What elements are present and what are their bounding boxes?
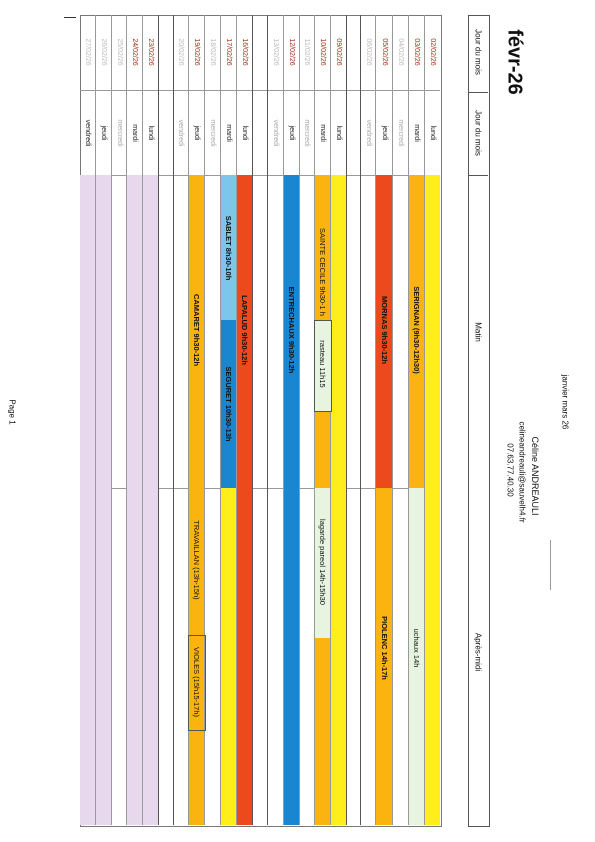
bar-week3-yellow: [220, 488, 236, 825]
event-sainte-cecile: SAINTE CECILE 9h30-1 h: [318, 228, 327, 316]
row-weekday: mardi: [413, 124, 420, 142]
violes-cell: [188, 635, 206, 731]
row-date: 17/02/26: [225, 38, 232, 66]
row-date: 25/02/26: [116, 38, 123, 66]
scan-mark: [550, 540, 551, 590]
row-date: 19/02/26: [193, 38, 200, 66]
row-weekday: jeudi: [381, 125, 388, 141]
row-weekday: lundi: [147, 125, 154, 141]
row-date: 16/02/26: [241, 38, 248, 66]
row-date: 10/02/26: [319, 38, 326, 66]
bar-piolenc: [375, 488, 392, 825]
bar-seguret: [220, 320, 236, 488]
column-afternoon-header: Après-midi: [473, 632, 483, 672]
event-rasteau: rasteau 11h15: [318, 340, 327, 388]
period-label: janvier mars 26: [560, 374, 570, 430]
bar-lapalud: [236, 175, 252, 825]
bar-sablet: [220, 175, 236, 320]
bar-uchaux: [408, 488, 424, 825]
row-weekday: vendredi: [365, 119, 372, 147]
bar-entrechaux: [283, 175, 299, 825]
row-date: 20/02/26: [177, 38, 184, 66]
row-weekday: mardi: [131, 124, 138, 142]
bar-week1-yellow: [424, 175, 440, 825]
row-weekday: lundi: [429, 125, 436, 141]
event-lagarde: lagarde pareol 14h-15h30: [318, 519, 327, 605]
row-date: 11/02/26: [303, 38, 310, 66]
event-piolenc: PIOLENC 14h-17h: [380, 616, 389, 680]
row-date: 18/02/26: [209, 38, 216, 66]
column-date-header: Jour du mois: [473, 29, 483, 75]
row-weekday: mercredi: [397, 119, 404, 147]
row-date: 05/02/26: [381, 38, 388, 66]
contact-phone: 07.63.77.40.30: [505, 443, 515, 497]
row-date: 27/02/26: [84, 38, 91, 66]
row-date: 12/02/26: [288, 38, 295, 66]
row-date: 26/02/26: [100, 38, 107, 66]
row-weekday: lundi: [241, 125, 248, 141]
month-title: févr-26: [503, 29, 526, 95]
row-weekday: vendredi: [272, 119, 279, 147]
event-sablet: SABLET 8h30-10h: [224, 215, 233, 281]
row-weekday: mercredi: [303, 119, 310, 147]
bar-week4-lilac-2: [126, 175, 142, 825]
event-camaret: CAMARET 9h30-12h: [192, 293, 201, 367]
page-number: Page 1: [7, 399, 17, 425]
rasteau-cell: [314, 320, 332, 412]
row-weekday: mardi: [319, 124, 326, 142]
row-weekday: mercredi: [116, 119, 123, 147]
row-weekday: vendredi: [84, 119, 91, 147]
bar-lagarde: [314, 488, 330, 638]
row-weekday: vendredi: [177, 119, 184, 147]
row-weekday: jeudi: [288, 125, 295, 141]
event-uchaux: uchaux 14h: [412, 628, 421, 668]
event-travaillan: TRAVAILLAN (13h-15h): [192, 520, 201, 600]
event-serignan: SERIGNAN (9h30-12h30): [412, 286, 421, 374]
bar-week4-lilac-4: [80, 175, 95, 825]
row-weekday: jeudi: [100, 125, 107, 141]
column-morning-header: Matin: [473, 322, 483, 342]
row-date: 06/02/26: [365, 38, 372, 66]
event-entrechaux: ENTRECHAUX 9h30-12h: [287, 286, 296, 374]
column-weekday-header: Jour du mois: [473, 110, 483, 156]
contact-email: celineandreauli@sauvelh4.fr: [517, 421, 527, 523]
row-date: 09/02/26: [335, 38, 342, 66]
bar-mornas: [375, 175, 392, 488]
row-date: 03/02/26: [413, 38, 420, 66]
event-seguret: SEGURET 10h30-13h: [224, 366, 233, 442]
row-date: 13/02/26: [272, 38, 279, 66]
row-weekday: lundi: [335, 125, 342, 141]
scan-mark: [64, 17, 76, 18]
event-violes: VIOLES (15h15-17h): [192, 646, 201, 718]
row-weekday: mercredi: [209, 119, 216, 147]
contact-name: Céline ANDREAULI: [530, 436, 540, 516]
row-date: 04/02/26: [397, 38, 404, 66]
column-header-strip: [468, 15, 490, 827]
row-date: 23/02/26: [147, 38, 154, 66]
bar-week2-yellow: [330, 175, 346, 825]
row-date: 02/02/26: [429, 38, 436, 66]
row-weekday: mardi: [225, 124, 232, 142]
bar-week4-lilac-1: [142, 175, 158, 825]
row-date: 24/02/26: [131, 38, 138, 66]
event-lapalud: LAPALUD 9h30-12h: [240, 295, 249, 365]
row-weekday: jeudi: [193, 125, 200, 141]
bar-week4-lilac-3: [95, 175, 111, 825]
event-mornas: MORNAS 9h30-12h: [380, 296, 389, 364]
